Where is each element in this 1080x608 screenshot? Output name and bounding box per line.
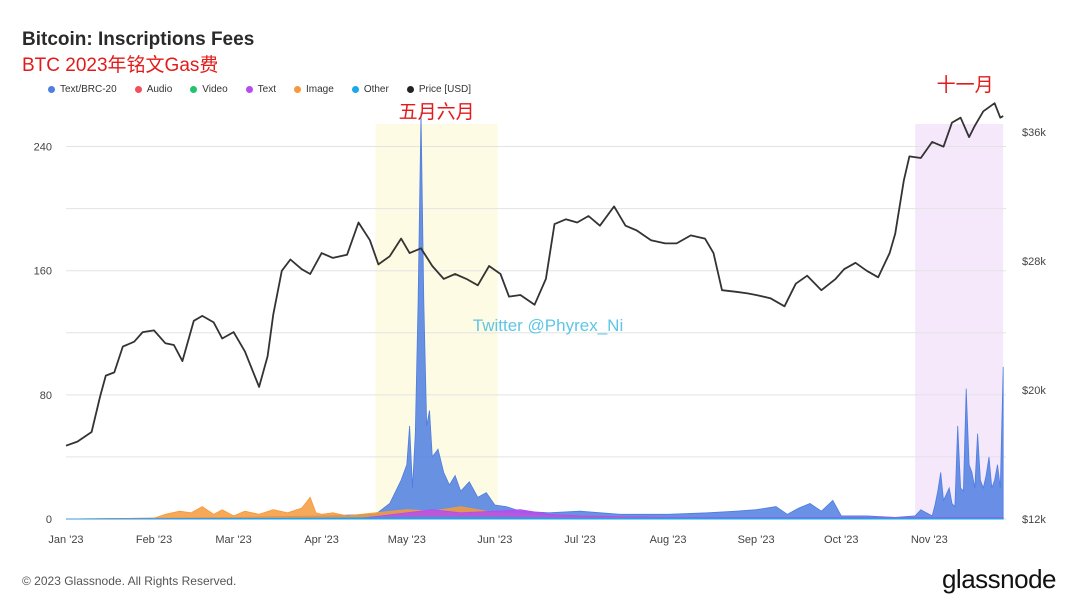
chart-subtitle: BTC 2023年铭文Gas费 bbox=[22, 55, 219, 76]
legend-dot-icon bbox=[48, 86, 55, 93]
legend-dot-icon bbox=[294, 86, 302, 93]
legend-item-image[interactable]: Image bbox=[294, 84, 334, 95]
x-tick-label: Aug '23 bbox=[650, 534, 687, 546]
series-line-price bbox=[65, 102, 1004, 447]
y-left-tick-label: 0 bbox=[46, 514, 52, 526]
series-area-other bbox=[65, 517, 1004, 520]
y-left-tick-label: 160 bbox=[34, 266, 52, 278]
legend-item-text[interactable]: Text bbox=[245, 84, 277, 95]
y-right-tick-label: $20k bbox=[1022, 385, 1046, 397]
x-tick-label: Feb '23 bbox=[136, 534, 172, 546]
chart-title: Bitcoin: Inscriptions Fees bbox=[22, 29, 255, 50]
x-tick-label: Jun '23 bbox=[477, 534, 512, 546]
x-tick-label: May '23 bbox=[388, 534, 426, 546]
y-right-tick-label: $12k bbox=[1022, 514, 1046, 526]
series-area-text bbox=[65, 509, 1004, 520]
x-tick-label: Nov '23 bbox=[911, 534, 948, 546]
annotation-november: 十一月 bbox=[937, 74, 994, 96]
watermark-text: Twitter @Phyrex_Ni bbox=[473, 316, 623, 335]
legend-item-video[interactable]: Video bbox=[190, 84, 228, 95]
x-tick-label: Jan '23 bbox=[48, 534, 83, 546]
y-right-tick-label: $28k bbox=[1022, 256, 1046, 268]
legend-dot-icon bbox=[134, 86, 142, 93]
y-right-tick-label: $36k bbox=[1022, 127, 1046, 139]
glassnode-logo: glassnode bbox=[941, 564, 1057, 594]
legend-item-audio[interactable]: Audio bbox=[134, 84, 173, 95]
legend-dot-icon bbox=[245, 86, 253, 93]
copyright-text: © 2023 Glassnode. All Rights Reserved. bbox=[22, 574, 237, 588]
legend-item-price[interactable]: Price [USD] bbox=[406, 84, 472, 95]
legend-label: Video bbox=[202, 84, 228, 95]
legend-label: Text/BRC-20 bbox=[60, 84, 117, 95]
legend-dot-icon bbox=[406, 86, 414, 93]
x-tick-label: Mar '23 bbox=[215, 534, 251, 546]
x-tick-label: Sep '23 bbox=[738, 534, 775, 546]
series-area-text-brc20 bbox=[65, 112, 1004, 520]
legend-item-other[interactable]: Other bbox=[351, 84, 389, 95]
legend-label: Text bbox=[257, 84, 277, 95]
y-left-tick-label: 80 bbox=[40, 390, 52, 402]
legend-item-text-brc20[interactable]: Text/BRC-20 bbox=[48, 84, 117, 95]
chart-legend: Text/BRC-20 Audio Video Text Image Other… bbox=[48, 84, 471, 95]
legend-label: Image bbox=[306, 84, 334, 95]
x-tick-label: Jul '23 bbox=[564, 534, 595, 546]
y-left-tick-label: 240 bbox=[34, 142, 52, 154]
legend-label: Other bbox=[363, 84, 389, 95]
legend-label: Price [USD] bbox=[418, 84, 472, 95]
legend-dot-icon bbox=[351, 86, 359, 93]
legend-label: Audio bbox=[146, 84, 173, 95]
x-tick-label: Oct '23 bbox=[824, 534, 859, 546]
x-tick-label: Apr '23 bbox=[304, 534, 339, 546]
legend-dot-icon bbox=[190, 86, 198, 93]
annotation-may-june: 五月六月 bbox=[399, 101, 475, 123]
